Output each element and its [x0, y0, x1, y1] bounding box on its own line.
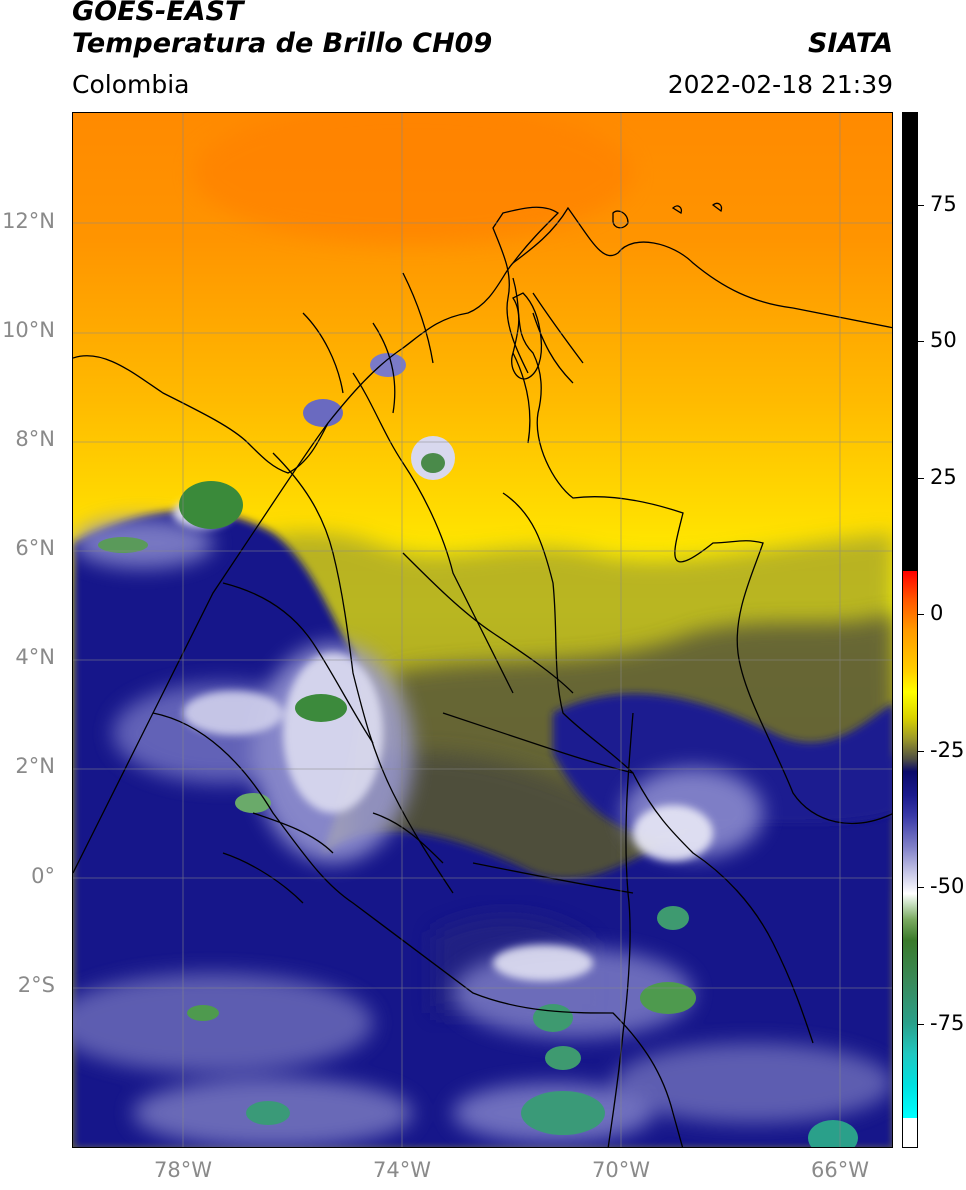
lat-label-12n: 12°N: [2, 209, 55, 233]
cbar-tick-0: [918, 614, 924, 615]
cbar-tick-25: [918, 478, 924, 479]
lon-label-74w: 74°W: [373, 1158, 431, 1182]
lat-label-4n: 4°N: [15, 645, 55, 669]
timestamp-label: 2022-02-18 21:39: [667, 70, 893, 99]
graticule: [73, 113, 892, 1147]
lon-label-78w: 78°W: [154, 1158, 212, 1182]
cbar-label-minus25: -25: [930, 738, 965, 762]
map-canvas: [73, 113, 892, 1147]
lat-label-2s: 2°S: [17, 973, 55, 997]
lat-label-2n: 2°N: [15, 754, 55, 778]
lat-label-10n: 10°N: [2, 318, 55, 342]
title-satellite: GOES-EAST: [72, 0, 244, 27]
lat-label-8n: 8°N: [15, 427, 55, 451]
cbar-tick-75: [918, 205, 924, 206]
lon-label-70w: 70°W: [592, 1158, 650, 1182]
source-label: SIATA: [807, 28, 893, 59]
cbar-label-75: 75: [930, 192, 957, 216]
lat-label-6n: 6°N: [15, 536, 55, 560]
cbar-tick-minus25: [918, 751, 924, 752]
cbar-label-minus50: -50: [930, 874, 965, 898]
satellite-map[interactable]: [72, 112, 893, 1148]
convective-cores: [98, 353, 858, 1147]
cbar-label-minus75: -75: [930, 1011, 965, 1035]
cbar-label-25: 25: [930, 465, 957, 489]
lat-label-0: 0°: [31, 864, 55, 888]
region-label: Colombia: [72, 70, 190, 99]
cbar-label-50: 50: [930, 328, 957, 352]
cbar-tick-minus50: [918, 887, 924, 888]
cbar-tick-50: [918, 341, 924, 342]
temperature-colorbar: [902, 112, 918, 1148]
cbar-label-0: 0: [930, 601, 944, 625]
cbar-tick-minus75: [918, 1024, 924, 1025]
lon-label-66w: 66°W: [811, 1158, 869, 1182]
title-product: Temperatura de Brillo CH09: [72, 28, 493, 59]
